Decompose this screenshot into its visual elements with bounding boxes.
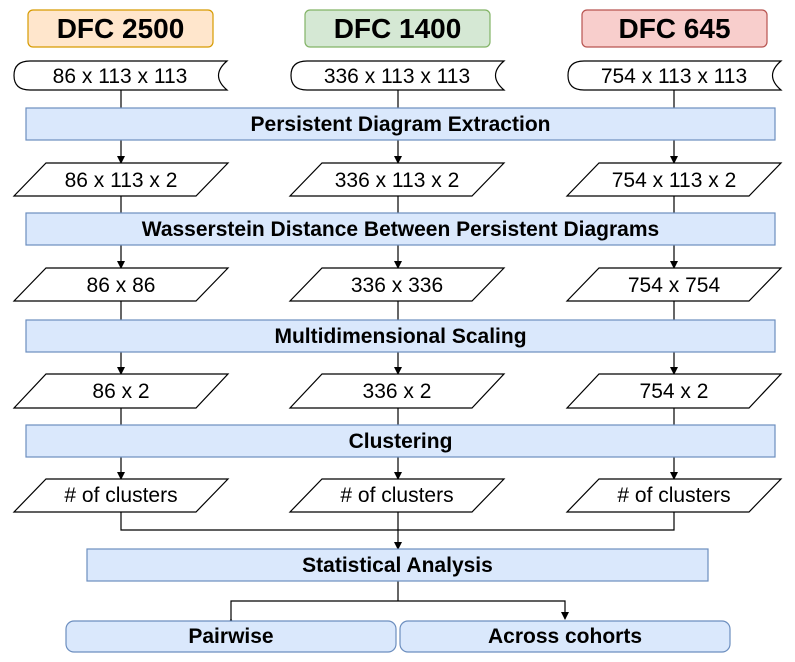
- output-label: 754 x 754: [628, 274, 721, 297]
- output-parallelogram-2500: # of clusters: [12, 478, 230, 513]
- result-label: Across cohorts: [488, 625, 642, 648]
- output-label: 336 x 2: [363, 380, 432, 403]
- output-label: # of clusters: [340, 484, 453, 507]
- process-label: Persistent Diagram Extraction: [251, 113, 551, 136]
- header-label: DFC 1400: [334, 13, 462, 44]
- output-label: # of clusters: [64, 484, 177, 507]
- output-label: 754 x 2: [640, 380, 709, 403]
- result-label: Pairwise: [188, 625, 273, 648]
- output-parallelogram-1400: 336 x 113 x 2: [288, 162, 506, 197]
- output-parallelogram-645: # of clusters: [565, 478, 783, 513]
- output-label: 86 x 86: [87, 274, 156, 297]
- output-label: 754 x 113 x 2: [612, 169, 737, 192]
- header-dfc-1400: DFC 1400: [304, 9, 491, 48]
- result-pairwise: Pairwise: [65, 620, 397, 653]
- header-dfc-2500: DFC 2500: [27, 9, 214, 48]
- input-label: 86 x 113 x 113: [53, 65, 188, 88]
- output-label: 86 x 113 x 2: [65, 169, 178, 192]
- process-label: Multidimensional Scaling: [274, 325, 526, 348]
- input-label: 336 x 113 x 113: [324, 65, 470, 88]
- output-parallelogram-1400: # of clusters: [288, 478, 506, 513]
- output-parallelogram-645: 754 x 2: [565, 373, 783, 409]
- output-parallelogram-645: 754 x 113 x 2: [565, 162, 783, 197]
- header-label: DFC 645: [618, 13, 730, 44]
- output-label: 86 x 2: [92, 380, 149, 403]
- output-parallelogram-1400: 336 x 336: [288, 267, 506, 302]
- input-data-645: 754 x 113 x 113: [567, 60, 783, 91]
- process-label: Clustering: [349, 430, 453, 453]
- process-statistical-analysis: Statistical Analysis: [86, 548, 709, 582]
- header-label: DFC 2500: [57, 13, 185, 44]
- output-parallelogram-645: 754 x 754: [565, 267, 783, 302]
- process-clustering: Clustering: [25, 424, 776, 458]
- output-parallelogram-2500: 86 x 2: [12, 373, 230, 409]
- output-label: 336 x 113 x 2: [335, 169, 460, 192]
- process-label: Wasserstein Distance Between Persistent …: [142, 218, 659, 241]
- header-dfc-645: DFC 645: [581, 9, 768, 48]
- output-parallelogram-2500: 86 x 86: [12, 267, 230, 302]
- output-parallelogram-1400: 336 x 2: [288, 373, 506, 409]
- output-parallelogram-2500: 86 x 113 x 2: [12, 162, 230, 197]
- input-data-2500: 86 x 113 x 113: [13, 60, 229, 91]
- result-across-cohorts: Across cohorts: [399, 620, 731, 653]
- process-persistent-diagram-extraction: Persistent Diagram Extraction: [25, 107, 776, 141]
- process-wasserstein-distance: Wasserstein Distance Between Persistent …: [25, 212, 776, 246]
- process-multidimensional-scaling: Multidimensional Scaling: [25, 319, 776, 353]
- output-label: 336 x 336: [351, 274, 443, 297]
- process-label: Statistical Analysis: [302, 554, 493, 577]
- connectors: [117, 90, 678, 626]
- output-label: # of clusters: [617, 484, 730, 507]
- input-label: 754 x 113 x 113: [601, 65, 747, 88]
- input-data-1400: 336 x 113 x 113: [290, 60, 506, 91]
